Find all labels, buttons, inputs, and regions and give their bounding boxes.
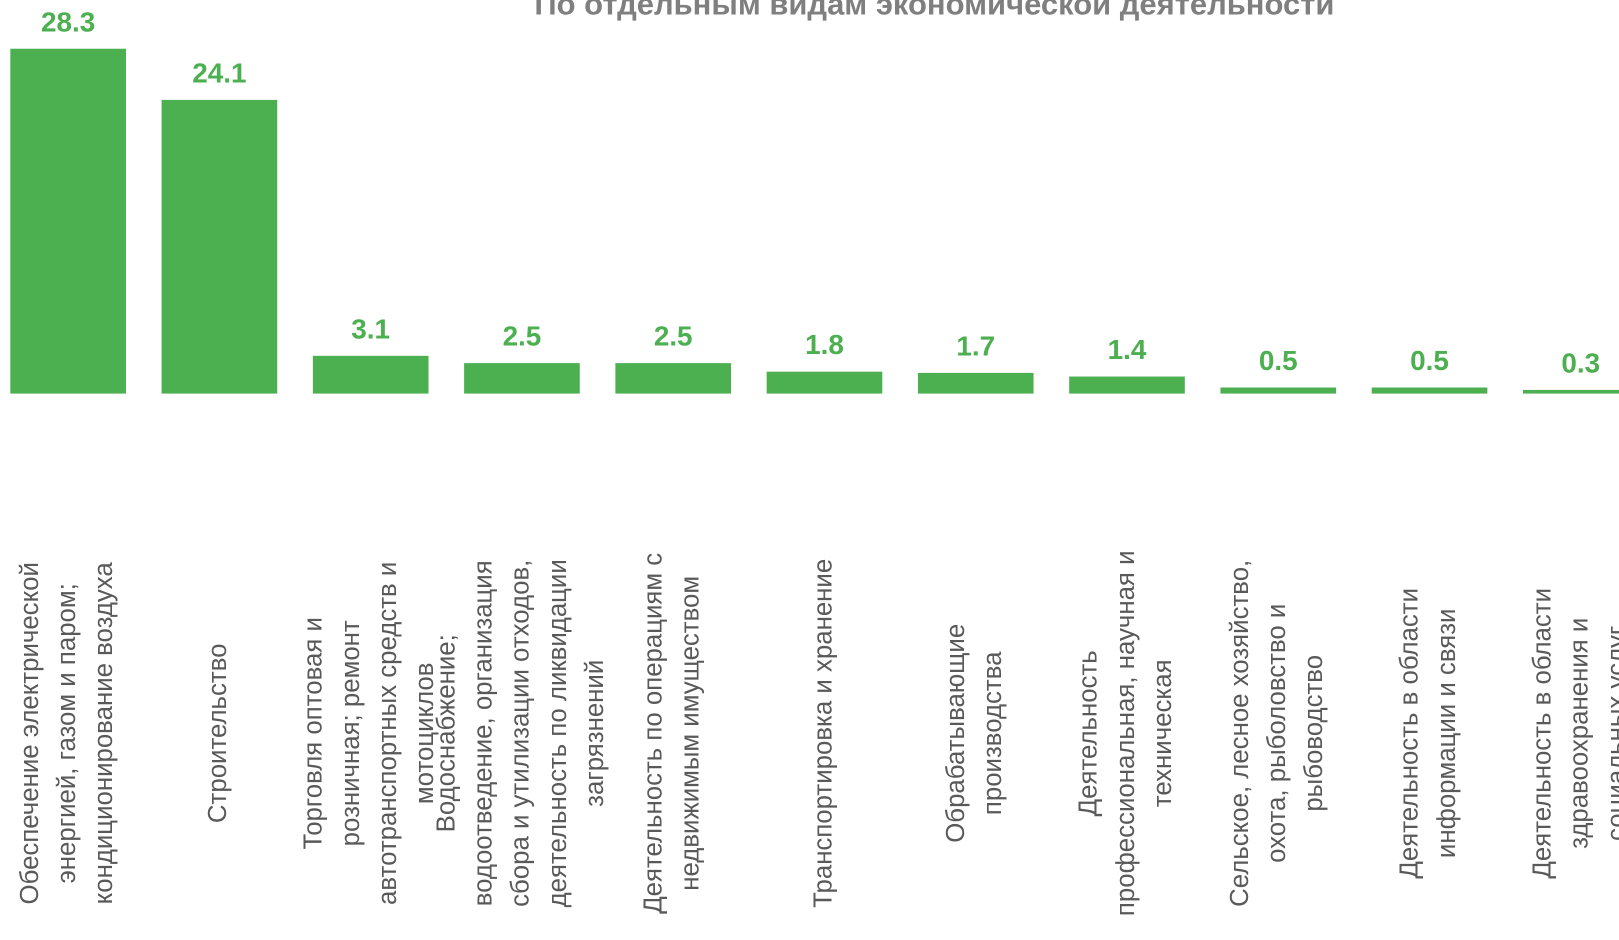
category-label: сбора и утилизации отходов, (507, 560, 535, 907)
value-label: 2.5 (654, 321, 693, 352)
bar (10, 48, 126, 394)
category-label: Деятельность в области (1396, 588, 1424, 879)
category-label: Торговля оптовая и (300, 617, 328, 849)
bar (615, 363, 732, 394)
value-label: 2.5 (503, 321, 542, 352)
value-label: 28.3 (41, 6, 95, 37)
category-label: загрязнений (581, 660, 609, 807)
category-label: автотранспортных средств и (374, 562, 402, 905)
category-label: Деятельность (1075, 650, 1103, 816)
value-label: 0.5 (1259, 345, 1298, 376)
category-label: водоотведение, организация (470, 560, 498, 906)
category-label: профессиональная, научная и (1112, 551, 1140, 917)
category-label: Сельское, лесное хозяйство, (1226, 560, 1254, 907)
category-label: недвижимым имуществом (677, 576, 705, 891)
category-label: Обеспечение электрической (16, 562, 44, 904)
category-label: рыбоводство (1300, 655, 1328, 812)
value-label: 24.1 (192, 57, 246, 88)
category-label: розничная; ремонт (337, 620, 365, 846)
category-label: охота, рыболовство и (1263, 604, 1291, 863)
bar (464, 363, 580, 394)
value-label: 3.1 (351, 313, 390, 344)
category-label: Транспортировка и хранение (809, 559, 837, 908)
category-label: производства (979, 651, 1007, 815)
category-label: здравоохранения и (1566, 618, 1594, 849)
category-label: кондиционирование воздуха (90, 562, 118, 905)
category-label: энергией, газом и паром; (53, 583, 81, 883)
category-label: Строительство (204, 644, 232, 824)
value-label: 1.4 (1108, 334, 1147, 365)
bar (1371, 387, 1488, 394)
category-label: информации и связи (1433, 609, 1461, 859)
value-label: 0.5 (1410, 345, 1449, 376)
value-label: 0.3 (1561, 348, 1600, 379)
category-label: Деятельность по операциям с (639, 553, 667, 914)
category-label: Обрабатывающие (942, 624, 970, 843)
bar (1220, 387, 1337, 394)
category-label: деятельность по ликвидации (544, 559, 572, 907)
value-label: 1.7 (956, 330, 995, 361)
category-label: техническая (1149, 659, 1177, 807)
chart-title: По отдельным видам экономической деятель… (534, 0, 1334, 22)
bar (766, 371, 883, 394)
bar (161, 99, 278, 394)
bar (1522, 389, 1619, 394)
bar (1069, 376, 1185, 394)
category-label: социальных услуг (1603, 626, 1619, 841)
category-label: мотоциклов (411, 663, 439, 805)
bar (917, 372, 1034, 394)
category-label: Деятельность в области (1528, 588, 1556, 879)
value-label: 1.8 (805, 329, 844, 360)
category-label: Водоснабжение; (432, 634, 460, 832)
bar (312, 355, 429, 394)
